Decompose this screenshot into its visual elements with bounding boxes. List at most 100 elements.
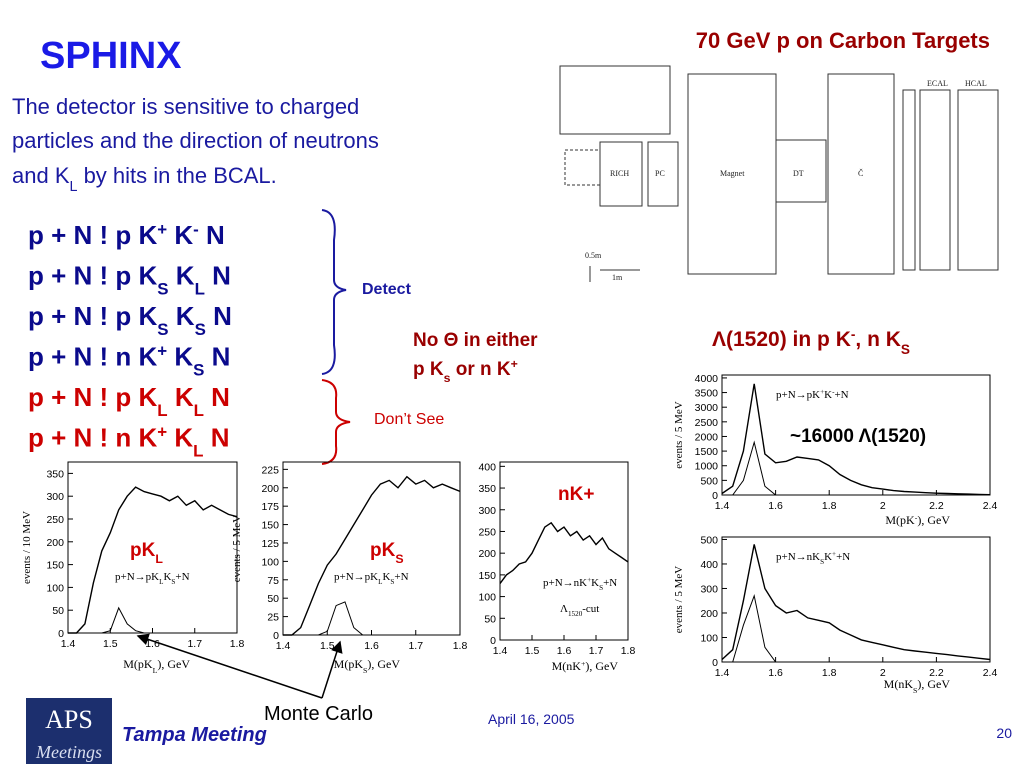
- x-tick-label: 2.2: [929, 667, 944, 679]
- title: SPHINX: [40, 35, 182, 77]
- detector-diagram: ECAL HCAL RICH PC Magnet DT Č 0.5m 1m: [559, 65, 999, 282]
- y-tick-label: 0: [712, 490, 718, 502]
- x-tick-label: 1.7: [589, 645, 604, 657]
- x-axis-label: M(nKS), GeV: [884, 677, 951, 695]
- y-tick-label: 350: [46, 468, 64, 480]
- ecal-box: [919, 89, 951, 271]
- plot-reaction-part: K: [591, 577, 599, 589]
- detector-label: HCAL: [965, 79, 987, 88]
- x-tick-label: 1.6: [557, 645, 572, 657]
- x-tick-label: 1.8: [822, 500, 837, 512]
- intro-line-part: and K: [12, 163, 70, 188]
- plot-cut: Λ1520-cut: [560, 603, 599, 618]
- plot-label-part: L: [155, 552, 163, 566]
- x-tick-label: 1.4: [715, 667, 730, 679]
- y-tick-label: 2500: [695, 417, 719, 429]
- intro-line-part: L: [70, 179, 78, 195]
- histogram-line: [499, 521, 629, 585]
- x-tick-label: 1.6: [145, 638, 160, 650]
- y-tick-label: 200: [478, 548, 496, 560]
- y-tick-label: 250: [478, 526, 496, 538]
- plot-reaction-part: S: [599, 584, 603, 592]
- plot-label-part: pK: [370, 540, 396, 561]
- reaction-part: p + N ! p K: [28, 382, 158, 412]
- plot-reaction-part: +N: [836, 551, 850, 563]
- x-axis-label-part: M(pK: [885, 513, 915, 527]
- histogram-line: [721, 544, 991, 661]
- plot-reaction-part: p+N→pK: [115, 571, 159, 583]
- x-axis-label-part: L: [153, 666, 158, 675]
- histogram-line: [721, 383, 991, 496]
- plot-reaction-part: K: [163, 571, 171, 583]
- x-axis-label-part: ), GeV: [157, 657, 190, 671]
- plot-reaction-part: L: [378, 578, 382, 586]
- no-theta-line-part: s: [444, 371, 451, 385]
- y-tick-label: 2000: [695, 431, 719, 443]
- meeting: Tampa Meeting: [122, 724, 267, 746]
- y-tick-label: 200: [46, 537, 64, 549]
- reaction-part: S: [157, 279, 168, 298]
- reaction-part: p + N ! n K: [28, 342, 158, 372]
- plot-label: nK+: [558, 484, 594, 505]
- x-axis-label-part: ), GeV: [585, 659, 618, 673]
- detector-label: Č: [858, 168, 863, 178]
- plot-reaction: p+N→nKSK++N: [776, 550, 850, 566]
- y-tick-label: 3500: [695, 388, 719, 400]
- brace-dont-see: [321, 379, 351, 465]
- x-axis-label-part: M(nK: [552, 659, 582, 673]
- veto-box: [564, 149, 601, 186]
- x-tick-label: 1.4: [276, 640, 291, 652]
- y-tick-label: 150: [261, 520, 279, 532]
- x-axis-label-part: M(pK: [123, 657, 153, 671]
- page-number: 20: [996, 725, 1012, 741]
- y-tick-label: 100: [261, 556, 279, 568]
- plot-reaction-part: K: [824, 551, 832, 563]
- y-tick-label: 250: [46, 514, 64, 526]
- plot-reaction-part: -: [832, 388, 835, 396]
- detector-label: DT: [793, 169, 804, 178]
- plot-cut-part: Λ: [560, 603, 568, 615]
- y-axis-label: events / 10 MeV: [21, 511, 33, 584]
- plot-reaction-part: L: [159, 578, 163, 586]
- histogram-line: [283, 475, 461, 636]
- histogram-line: [722, 440, 990, 496]
- no-theta-line-part: p K: [413, 359, 444, 380]
- y-tick-label: 150: [478, 570, 496, 582]
- y-tick-label: 50: [267, 593, 279, 605]
- reaction-part: +: [157, 422, 167, 441]
- plot-reaction-part: K: [824, 389, 832, 401]
- plot-reaction-part: +N: [834, 389, 848, 401]
- x-axis-label: M(pKL), GeV: [123, 657, 190, 675]
- y-tick-label: 100: [478, 592, 496, 604]
- plot-frame: [721, 536, 991, 663]
- x-tick-label: 1.5: [103, 638, 118, 650]
- hcal-box: [957, 89, 999, 271]
- no-theta-line-part: +: [511, 357, 518, 371]
- cherenkov-box: [827, 73, 895, 275]
- y-tick-label: 0: [273, 630, 279, 642]
- x-axis-label-part: M(pK: [334, 657, 364, 671]
- no-theta-line-part: or n K: [450, 359, 510, 380]
- reaction-part: p + N ! n K: [28, 423, 158, 453]
- x-tick-label: 2.4: [983, 667, 998, 679]
- x-tick-label: 2.2: [929, 500, 944, 512]
- plot-reaction-part: +: [820, 388, 824, 396]
- intro-line: The detector is sensitive to charged: [12, 94, 359, 119]
- y-tick-label: 1500: [695, 446, 719, 458]
- plot-reaction-part: p+N→nK: [543, 577, 587, 589]
- plot-reaction-part: +N: [175, 571, 189, 583]
- lambda-count: ~16000 Λ(1520): [790, 426, 926, 447]
- x-tick-label: 1.5: [320, 640, 335, 652]
- plot-reaction-part: +: [832, 550, 836, 558]
- intro-line-part: by hits in the BCAL.: [77, 163, 276, 188]
- reaction: p + N ! n K+ KS N: [28, 341, 230, 379]
- detector-label: 0.5m: [585, 251, 602, 260]
- logo-text: Meetings: [35, 742, 102, 762]
- x-tick-label: 1.6: [364, 640, 379, 652]
- histogram-line: [68, 606, 237, 634]
- plot-label-part: nK+: [558, 484, 594, 505]
- bcal-box: [902, 89, 916, 271]
- y-tick-label: 400: [700, 559, 718, 571]
- y-tick-label: 500: [700, 475, 718, 487]
- detector-label: RICH: [610, 169, 629, 178]
